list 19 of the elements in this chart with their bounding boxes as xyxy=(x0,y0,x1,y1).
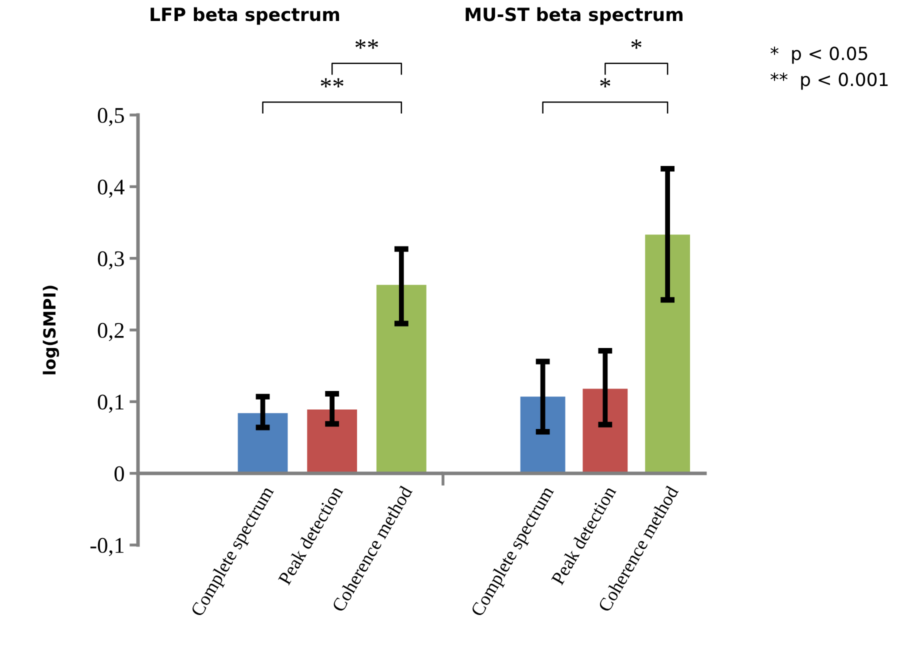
y-tick-label: 0,4 xyxy=(98,180,124,198)
y-tick-label: 0,1 xyxy=(98,394,124,413)
text: ** xyxy=(320,78,344,88)
y-tick-label: 0,3 xyxy=(98,251,124,270)
y-axis-title: log(SMPI) xyxy=(42,286,60,374)
text: ** xyxy=(355,40,378,49)
text: ** p < 0.001 xyxy=(770,72,888,90)
chart-title: MU-ST beta spectrum xyxy=(466,7,682,25)
chart-title: LFP beta spectrum xyxy=(150,7,340,25)
bar xyxy=(376,284,426,474)
y-tick-label: 0 xyxy=(114,466,124,482)
text: * p < 0.05 xyxy=(770,46,868,64)
y-tick-label: 0,5 xyxy=(98,108,124,126)
y-tick-label: 0,2 xyxy=(98,322,124,342)
bar xyxy=(238,413,288,474)
text: * xyxy=(600,78,610,88)
y-tick-label: -0,1 xyxy=(90,538,124,556)
text: * xyxy=(631,40,642,49)
bar xyxy=(307,410,358,474)
